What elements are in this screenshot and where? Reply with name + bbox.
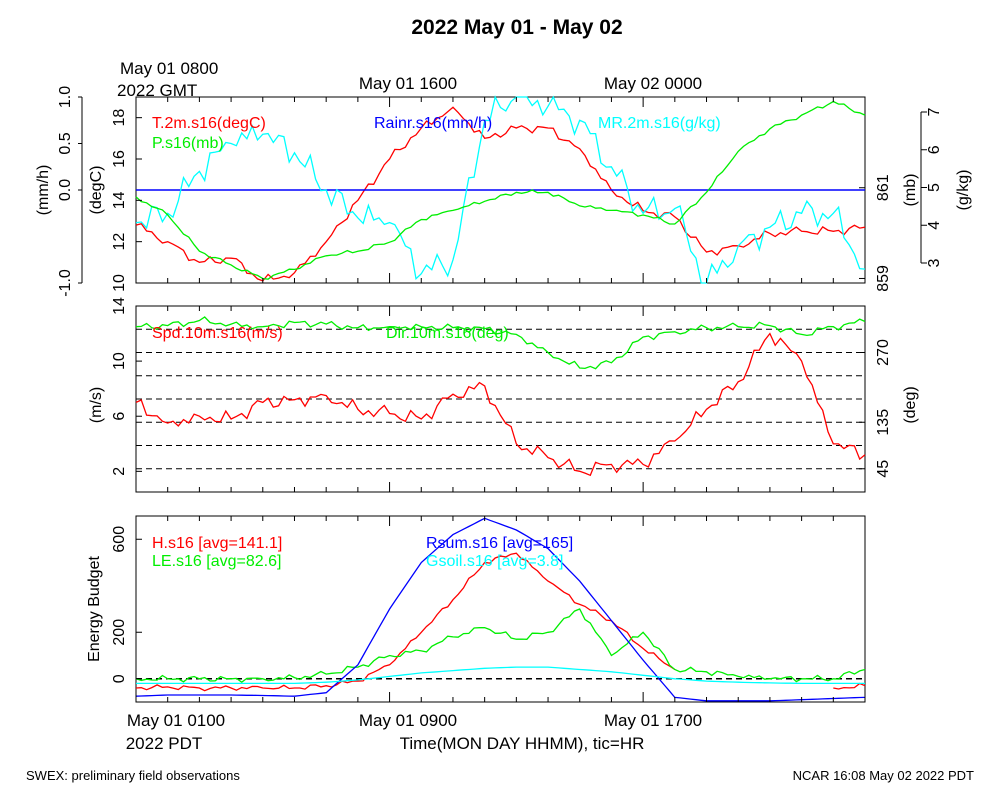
series-line-middle-10-0 [135,332,866,477]
series-line-top-2-0 [135,95,866,284]
legend-latent-heat: LE.s16 [avg=82.6] [152,553,281,570]
tick-label-deg-1: 135 [875,409,892,436]
panel-bottom-frame [135,515,866,703]
bottom-time-label-2: May 01 0900 [359,711,457,730]
legend-pressure: P.s16(mb) [152,135,224,152]
tick-label-degc-1: 12 [111,233,128,251]
tick-label-degc-3: 16 [111,150,128,168]
tick-label-energy-2: 600 [111,526,128,553]
axis-label-rain: (mm/h) [35,165,52,216]
tick-label-mmh-2: 0.5 [57,132,74,154]
legend-radiation-sum: Rsum.s16 [avg=165] [426,535,573,552]
legend-rain-rate: Rainr.s16(mm/h) [374,115,492,132]
series-line-bottom-20-0 [135,552,676,692]
tick-label-energy-0: 0 [111,674,128,683]
top-time-label-2: May 01 1600 [359,74,457,93]
legend-wind-speed: Spd.10m.s16(m/s) [152,325,283,342]
tick-label-ms-2: 10 [111,352,128,370]
tick-label-gkg-4: 7 [926,107,943,116]
legend-wind-direction: Dir.10m.s16(deg) [386,325,509,342]
axis-label-temp: (degC) [88,166,105,215]
series-line-bottom-21-0 [135,608,866,684]
series-line-bottom-20-1 [833,682,866,690]
axis-label-pressure: (mb) [902,174,919,207]
series-line-middle-11-0 [135,316,866,370]
footer-right: NCAR 16:08 May 02 2022 PDT [793,768,974,783]
x-axis-label: Time(MON DAY HHMM), tic=HR [400,734,645,753]
tick-label-gkg-2: 5 [926,183,943,192]
tick-label-gkg-0: 3 [926,258,943,267]
axis-label-direction: (deg) [902,386,919,423]
grid-layer [136,189,865,680]
tick-label-energy-1: 200 [111,619,128,646]
tick-label-mb-0: 859 [875,265,892,292]
tick-label-deg-2: 270 [875,339,892,366]
tick-label-deg-0: 45 [875,460,892,478]
series-line-top-0-0 [135,106,866,282]
legend-mixing-ratio: MR.2m.s16(g/kg) [598,115,721,132]
tick-label-degc-2: 14 [111,191,128,209]
tick-label-mb-1: 861 [875,174,892,201]
tick-label-ms-3: 14 [111,297,128,315]
series-line-bottom-23-0 [136,666,865,685]
axis-label-mixing-ratio: (g/kg) [955,170,972,211]
bottom-time-label-0: May 01 0100 [127,711,225,730]
axis-label-energy: Energy Budget [86,556,103,662]
tick-label-ms-0: 2 [111,467,128,476]
tick-label-mmh-1: 0.0 [57,179,74,201]
top-time-label-3: May 02 0000 [604,74,702,93]
tick-label-degc-0: 10 [111,274,128,292]
chart-title: 2022 May 01 - May 02 [411,16,622,39]
bottom-time-label-1: 2022 PDT [126,734,203,753]
tick-label-mmh-0: -1.0 [57,269,74,297]
legend-soil-heat: Gsoil.s16 [avg=3.8] [426,553,563,570]
tick-label-degc-4: 18 [111,109,128,127]
axis-label-speed: (m/s) [88,387,105,423]
series-layer [135,95,866,702]
series-line-bottom-22-0 [135,517,866,702]
tick-label-mmh-3: 1.0 [57,86,74,108]
bottom-time-label-3: May 01 1700 [604,711,702,730]
footer-left: SWEX: preliminary field observations [26,768,240,783]
series-line-top-3-0 [135,100,866,280]
tick-label-ms-1: 6 [111,412,128,421]
legend-sensible-heat: H.s16 [avg=141.1] [152,535,282,552]
tick-label-gkg-3: 6 [926,145,943,154]
tick-label-gkg-1: 4 [926,221,943,230]
top-time-label-0: May 01 0800 [120,59,218,78]
axis-layer: -1.00.00.51.0101214161885986134567261014… [57,86,943,702]
legend-temperature: T.2m.s16(degC) [152,115,266,132]
top-time-label-1: 2022 GMT [117,81,197,100]
